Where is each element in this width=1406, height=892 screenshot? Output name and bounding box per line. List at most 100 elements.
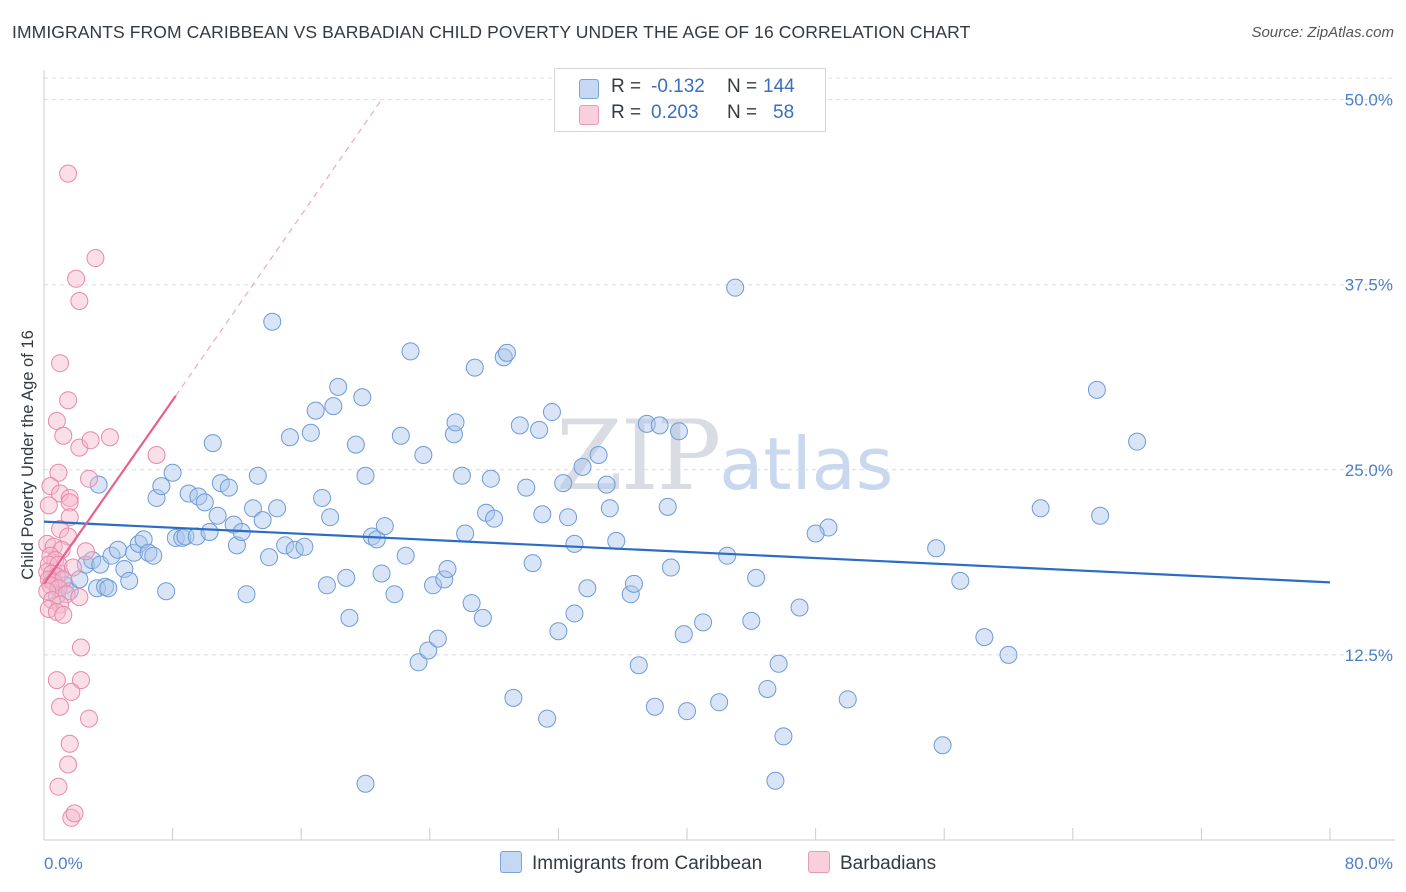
point-caribbean bbox=[372, 564, 391, 583]
legend-r-value: 0.203 bbox=[651, 102, 699, 123]
point-caribbean bbox=[485, 509, 504, 528]
legend-swatch-pink bbox=[808, 851, 830, 873]
legend-swatch-blue bbox=[500, 851, 522, 873]
point-caribbean bbox=[414, 446, 433, 464]
x-tick-label: 80.0% bbox=[1345, 854, 1393, 873]
point-caribbean bbox=[774, 727, 793, 746]
point-barbadians bbox=[39, 496, 58, 515]
point-barbadians bbox=[51, 697, 70, 716]
point-caribbean bbox=[424, 576, 443, 595]
y-tick-label: 12.5% bbox=[1345, 646, 1393, 665]
point-caribbean bbox=[295, 537, 314, 556]
point-caribbean bbox=[237, 585, 256, 604]
point-caribbean bbox=[139, 543, 158, 562]
point-caribbean bbox=[83, 551, 102, 570]
point-barbadians bbox=[59, 391, 78, 410]
point-caribbean bbox=[600, 499, 619, 518]
point-caribbean bbox=[340, 608, 359, 627]
point-caribbean bbox=[200, 523, 219, 541]
point-caribbean bbox=[211, 474, 230, 493]
chart-title: IMMIGRANTS FROM CARIBBEAN VS BARBADIAN C… bbox=[12, 22, 971, 42]
legend-item-barbadians: Barbadians bbox=[808, 851, 936, 875]
y-tick-label: 37.5% bbox=[1345, 276, 1393, 295]
point-barbadians bbox=[54, 426, 73, 445]
axes bbox=[43, 70, 1395, 841]
point-caribbean bbox=[152, 477, 171, 496]
point-caribbean bbox=[268, 499, 287, 518]
legend-n-label: N = bbox=[727, 76, 758, 97]
point-caribbean bbox=[758, 679, 777, 698]
y-tick-label: 50.0% bbox=[1345, 91, 1393, 110]
axis-labels: 12.5% 25.0% 37.5% 50.0% 0.0% 80.0% Child Pover… bbox=[19, 91, 1393, 873]
point-caribbean bbox=[589, 446, 608, 464]
trend-extension-barbadians bbox=[175, 99, 383, 397]
point-caribbean bbox=[504, 688, 523, 707]
point-caribbean bbox=[108, 540, 127, 559]
y-axis-label: Child Poverty Under the Age of 16 bbox=[19, 330, 37, 579]
point-caribbean bbox=[346, 435, 365, 454]
point-caribbean bbox=[446, 413, 465, 432]
point-caribbean bbox=[838, 690, 857, 709]
point-caribbean bbox=[208, 506, 227, 525]
point-caribbean bbox=[933, 736, 952, 755]
point-caribbean bbox=[203, 434, 222, 453]
point-caribbean bbox=[559, 508, 578, 527]
point-caribbean bbox=[951, 571, 970, 590]
point-caribbean bbox=[313, 488, 332, 507]
point-caribbean bbox=[578, 579, 597, 598]
legend-label-barbadians: Barbadians bbox=[840, 853, 937, 874]
point-barbadians bbox=[70, 292, 89, 310]
point-caribbean bbox=[510, 416, 529, 435]
point-caribbean bbox=[125, 543, 144, 562]
point-caribbean bbox=[621, 585, 640, 604]
legend-swatch-pink bbox=[579, 105, 599, 125]
point-barbadians bbox=[71, 638, 90, 657]
point-caribbean bbox=[473, 608, 492, 627]
point-barbadians bbox=[76, 542, 95, 561]
legend-label-caribbean: Immigrants from Caribbean bbox=[532, 853, 763, 874]
point-caribbean bbox=[718, 546, 737, 565]
point-caribbean bbox=[674, 625, 693, 644]
point-barbadians bbox=[41, 477, 60, 496]
point-caribbean bbox=[538, 709, 557, 728]
point-caribbean bbox=[607, 531, 626, 550]
legend-item-caribbean: Immigrants from Caribbean bbox=[500, 851, 762, 875]
trend-line-caribbean bbox=[43, 520, 1331, 584]
point-caribbean bbox=[542, 403, 561, 422]
point-caribbean bbox=[565, 534, 584, 553]
point-caribbean bbox=[790, 598, 809, 617]
point-caribbean bbox=[375, 517, 394, 536]
point-caribbean bbox=[1031, 499, 1050, 518]
point-caribbean bbox=[554, 474, 573, 493]
series-immigrants-from-caribbean bbox=[43, 278, 1147, 793]
series-barbadians bbox=[38, 164, 166, 827]
point-caribbean bbox=[435, 570, 454, 589]
point-caribbean bbox=[306, 401, 325, 420]
point-barbadians bbox=[71, 671, 90, 690]
source-credit: Source: ZipAtlas.com bbox=[1251, 24, 1394, 41]
point-barbadians bbox=[80, 469, 99, 488]
point-caribbean bbox=[280, 428, 299, 447]
y-tick-label: 25.0% bbox=[1345, 461, 1393, 480]
point-caribbean bbox=[144, 546, 163, 565]
point-caribbean bbox=[96, 577, 115, 596]
point-caribbean bbox=[179, 484, 198, 503]
point-caribbean bbox=[89, 475, 108, 494]
point-caribbean bbox=[517, 478, 536, 497]
point-caribbean bbox=[367, 530, 386, 549]
legend-n-value: 58 bbox=[773, 102, 795, 123]
point-caribbean bbox=[624, 574, 643, 593]
point-caribbean bbox=[1087, 380, 1106, 399]
point-caribbean bbox=[573, 457, 592, 476]
point-barbadians bbox=[49, 463, 68, 482]
point-caribbean bbox=[549, 622, 568, 641]
point-barbadians bbox=[59, 755, 78, 774]
point-caribbean bbox=[438, 560, 457, 579]
point-caribbean bbox=[769, 654, 788, 673]
point-barbadians bbox=[47, 671, 66, 690]
point-barbadians bbox=[81, 431, 100, 450]
point-caribbean bbox=[428, 629, 447, 648]
point-barbadians bbox=[60, 493, 79, 512]
point-barbadians bbox=[54, 605, 73, 624]
